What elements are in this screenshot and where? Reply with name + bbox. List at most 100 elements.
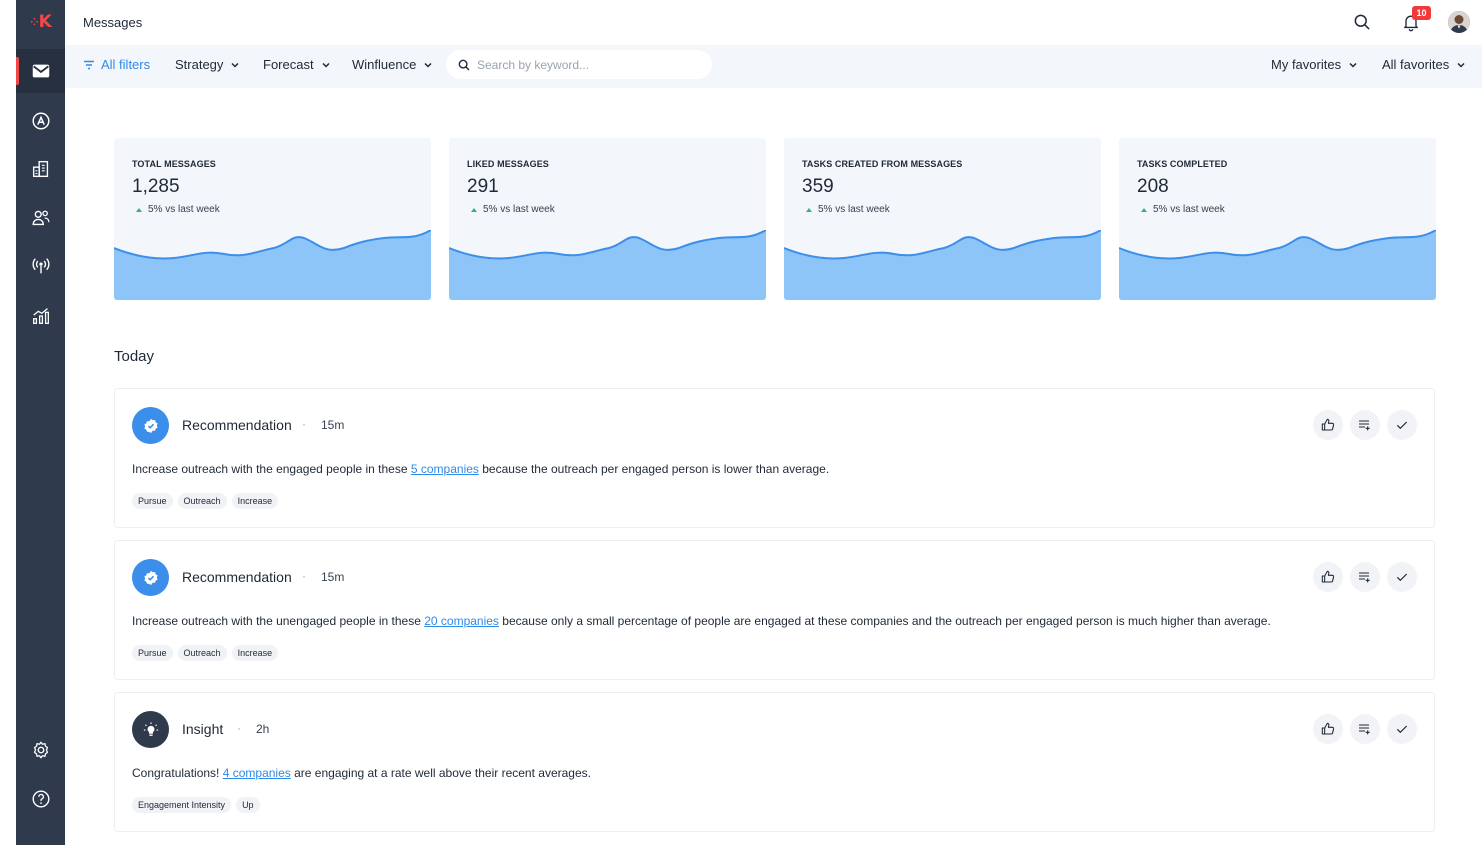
tag-outreach[interactable]: Outreach	[177, 493, 227, 509]
message-type-icon	[132, 711, 169, 748]
check-badge-icon	[143, 570, 158, 585]
all-favorites-label: All favorites	[1382, 57, 1450, 72]
sidebar-item-analytics[interactable]	[16, 294, 65, 338]
tag-pursue[interactable]: Pursue	[132, 645, 173, 661]
sidebar-item-help[interactable]	[16, 777, 65, 821]
all-filters-button[interactable]: All filters	[83, 57, 150, 72]
trend-up-icon	[1141, 207, 1147, 212]
strategy-label: Strategy	[175, 57, 224, 72]
separator-dot: ·	[302, 417, 306, 431]
like-button[interactable]	[1313, 410, 1343, 440]
sidebar-item-accounts[interactable]	[16, 99, 65, 143]
sidebar-item-companies[interactable]	[16, 147, 65, 191]
sidebar: ⁘ K	[16, 0, 65, 845]
separator-dot: ·	[302, 569, 306, 583]
complete-button[interactable]	[1387, 714, 1417, 744]
message-type: Insight	[182, 721, 224, 737]
message-type: Recommendation	[182, 569, 292, 585]
chevron-down-icon	[1349, 62, 1357, 68]
search-box	[446, 50, 712, 79]
playlist-add-icon	[1359, 420, 1370, 431]
tag-up[interactable]: Up	[236, 797, 260, 813]
tag-increase[interactable]: Increase	[231, 493, 279, 509]
sidebar-item-settings[interactable]	[16, 728, 65, 772]
stat-label: TOTAL MESSAGES	[132, 159, 216, 169]
help-icon	[32, 790, 49, 808]
create-task-button[interactable]	[1350, 562, 1380, 592]
chevron-down-icon	[424, 62, 432, 68]
trend-up-icon	[136, 207, 142, 212]
message-text-before: Increase outreach with the unengaged peo…	[132, 614, 425, 628]
my-favorites-dropdown[interactable]: My favorites	[1271, 57, 1359, 72]
stat-change-text: 5% vs last week	[483, 204, 555, 215]
stat-change: 5% vs last week	[136, 204, 220, 215]
companies-link[interactable]: 4 companies	[222, 766, 291, 780]
create-task-button[interactable]	[1350, 714, 1380, 744]
stat-change: 5% vs last week	[1141, 204, 1225, 215]
sidebar-item-signals[interactable]	[16, 244, 65, 288]
stat-value: 208	[1137, 176, 1169, 197]
window-edge	[0, 0, 16, 845]
tag-engagement-intensity[interactable]: Engagement Intensity	[132, 797, 232, 813]
all-favorites-dropdown[interactable]: All favorites	[1382, 57, 1467, 72]
all-filters-label: All filters	[101, 57, 151, 72]
search-icon	[458, 59, 470, 70]
notifications-button[interactable]: 10	[1397, 6, 1431, 36]
check-badge-icon	[143, 418, 158, 433]
like-button[interactable]	[1313, 562, 1343, 592]
sparkline-wave	[784, 230, 1101, 300]
tag-pursue[interactable]: Pursue	[132, 493, 173, 509]
companies-link[interactable]: 20 companies	[424, 614, 499, 628]
sparkline-wave	[1119, 230, 1436, 300]
message-actions	[1313, 410, 1417, 440]
like-button[interactable]	[1313, 714, 1343, 744]
message-card[interactable]: Insight · 2h Congratulations! 4 companie…	[114, 692, 1435, 832]
winfluence-dropdown[interactable]: Winfluence	[352, 57, 434, 72]
tag-outreach[interactable]: Outreach	[177, 645, 227, 661]
stat-label: TASKS COMPLETED	[1137, 159, 1228, 169]
message-card[interactable]: Recommendation · 15m Increase outreach w…	[114, 540, 1435, 680]
playlist-add-icon	[1359, 572, 1370, 583]
stat-change: 5% vs last week	[471, 204, 555, 215]
search-button[interactable]	[1348, 8, 1376, 36]
user-avatar[interactable]	[1448, 11, 1470, 33]
complete-button[interactable]	[1387, 410, 1417, 440]
companies-link[interactable]: 5 companies	[410, 462, 479, 476]
logo-dots-icon: ⁘	[30, 16, 38, 28]
sidebar-item-messages[interactable]	[16, 49, 65, 93]
message-text: Increase outreach with the unengaged peo…	[132, 614, 1271, 628]
stat-change-text: 5% vs last week	[818, 204, 890, 215]
letter-a-circle-icon	[31, 112, 50, 130]
broadcast-icon	[31, 258, 50, 274]
my-favorites-label: My favorites	[1271, 57, 1342, 72]
mail-icon	[32, 64, 49, 78]
strategy-dropdown[interactable]: Strategy	[175, 57, 241, 72]
tag-increase[interactable]: Increase	[231, 645, 279, 661]
message-card[interactable]: Recommendation · 15m Increase outreach w…	[114, 388, 1435, 528]
building-icon	[32, 160, 48, 178]
forecast-dropdown[interactable]: Forecast	[263, 57, 332, 72]
thumbs-up-icon	[1321, 570, 1335, 583]
stat-change: 5% vs last week	[806, 204, 890, 215]
search-input[interactable]	[477, 57, 697, 72]
stat-card-total-messages: TOTAL MESSAGES 1,285 5% vs last week	[114, 138, 431, 300]
trend-up-icon	[806, 207, 812, 212]
message-text: Increase outreach with the engaged peopl…	[132, 462, 829, 476]
message-type-icon	[132, 407, 169, 444]
stat-change-text: 5% vs last week	[148, 204, 220, 215]
thumbs-up-icon	[1321, 722, 1335, 735]
people-icon	[32, 210, 50, 226]
chart-icon	[32, 308, 49, 324]
filter-lines-icon	[84, 60, 94, 69]
stat-value: 291	[467, 176, 499, 197]
sidebar-item-people[interactable]	[16, 196, 65, 240]
message-actions	[1313, 714, 1417, 744]
winfluence-label: Winfluence	[352, 57, 417, 72]
complete-button[interactable]	[1387, 562, 1417, 592]
tag-list: Pursue Outreach Increase	[132, 645, 279, 661]
message-actions	[1313, 562, 1417, 592]
app-logo[interactable]: ⁘ K	[16, 0, 65, 44]
create-task-button[interactable]	[1350, 410, 1380, 440]
gear-icon	[33, 741, 48, 759]
stat-card-liked-messages: LIKED MESSAGES 291 5% vs last week	[449, 138, 766, 300]
